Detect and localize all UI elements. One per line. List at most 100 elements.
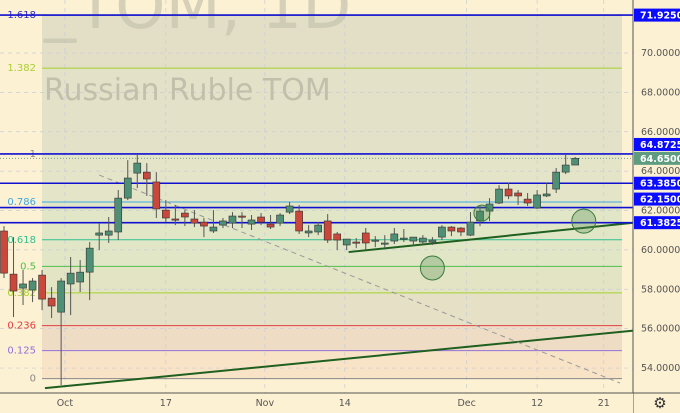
candle-up bbox=[428, 239, 437, 243]
candle-up bbox=[28, 280, 37, 291]
price-tick: 68.0000 bbox=[641, 87, 680, 98]
candle-down bbox=[361, 232, 370, 244]
candle-up bbox=[104, 230, 113, 236]
candle-up bbox=[419, 237, 427, 243]
candle-down bbox=[504, 188, 513, 197]
price-label: 63.3850 bbox=[640, 179, 680, 190]
fib-label: 0.236 bbox=[7, 321, 36, 332]
candle-up bbox=[571, 158, 580, 166]
price-tick: 56.0000 bbox=[641, 324, 680, 335]
circle-marker bbox=[571, 208, 597, 234]
candle-down bbox=[181, 212, 189, 218]
trend-line bbox=[348, 217, 680, 254]
time-tick: Dec bbox=[457, 398, 475, 409]
candle-up bbox=[314, 224, 322, 233]
candle-up bbox=[85, 247, 94, 273]
watermark-symbol: _TOM, 1D bbox=[43, 0, 351, 44]
candle-up bbox=[466, 221, 475, 236]
candle-down bbox=[323, 220, 332, 241]
horizontal-levels[interactable] bbox=[0, 14, 633, 224]
candle-up bbox=[438, 226, 446, 238]
candle-down bbox=[171, 218, 180, 221]
candle-down bbox=[0, 230, 8, 274]
candle-up bbox=[371, 239, 380, 242]
trend-line bbox=[44, 325, 680, 390]
candle-up bbox=[285, 205, 294, 213]
price-label-box bbox=[634, 176, 680, 190]
candle-up bbox=[209, 226, 218, 232]
candle-up bbox=[409, 236, 418, 242]
time-tick: Oct bbox=[57, 398, 74, 409]
price-label-box bbox=[634, 192, 680, 206]
time-tick: Nov bbox=[256, 398, 275, 409]
candle-down bbox=[9, 273, 18, 292]
fib-bands bbox=[42, 15, 622, 379]
candle-up bbox=[380, 242, 389, 245]
price-label: 62.1500 bbox=[640, 195, 680, 206]
time-tick: 14 bbox=[339, 398, 351, 409]
candle-down bbox=[162, 209, 170, 219]
fib-band bbox=[42, 292, 622, 326]
time-tick: 21 bbox=[598, 398, 610, 409]
candle-up bbox=[495, 188, 503, 204]
fib-label: 0.5 bbox=[20, 261, 36, 272]
candle-up bbox=[304, 230, 313, 234]
candle-down bbox=[47, 297, 56, 307]
candle-up bbox=[561, 164, 570, 173]
price-tick: 54.0000 bbox=[641, 363, 680, 374]
candle-up bbox=[400, 237, 408, 240]
candle-down bbox=[38, 274, 46, 300]
price-tick: 70.0000 bbox=[641, 48, 680, 59]
price-label: 71.9250 bbox=[640, 11, 680, 22]
time-axis[interactable] bbox=[0, 393, 633, 413]
price-tick: 58.0000 bbox=[641, 284, 680, 295]
fib-label: 0.618 bbox=[7, 235, 36, 246]
candle-up bbox=[76, 271, 84, 283]
candle-down bbox=[238, 215, 246, 218]
gear-icon[interactable]: ⚙ bbox=[653, 394, 667, 412]
candle-up bbox=[247, 219, 256, 225]
price-label-box bbox=[634, 8, 680, 22]
candle-down bbox=[457, 227, 465, 233]
candle-up bbox=[342, 238, 351, 246]
candle-up bbox=[123, 177, 132, 199]
price-labels: 71.9250 64.8725 63.3850 62.1500 61.3825 64.65… bbox=[634, 8, 680, 230]
fib-band bbox=[42, 153, 622, 203]
candle-up bbox=[66, 272, 75, 285]
last-price-label: 64.6500 bbox=[640, 154, 680, 165]
fib-label: 0.786 bbox=[7, 197, 36, 208]
candle-up bbox=[57, 280, 65, 313]
fib-label: 0.382 bbox=[7, 288, 36, 299]
candle-down bbox=[514, 192, 522, 197]
candle-down bbox=[295, 210, 303, 232]
fib-label: 1.382 bbox=[7, 63, 36, 74]
candle-up bbox=[390, 233, 399, 242]
grid bbox=[0, 0, 633, 393]
price-label: 61.3825 bbox=[640, 218, 680, 229]
fib-band bbox=[42, 325, 622, 351]
trend-lines[interactable] bbox=[44, 174, 680, 390]
candle-up bbox=[95, 232, 103, 236]
candle-up bbox=[228, 215, 237, 224]
candle-up bbox=[114, 197, 123, 233]
candle-down bbox=[333, 233, 342, 241]
price-ticks: 54.0000 56.0000 58.0000 60.0000 62.0000 64.00… bbox=[641, 48, 680, 374]
candle-up bbox=[542, 193, 551, 197]
price-label-box bbox=[634, 216, 680, 230]
candle-up bbox=[219, 220, 227, 226]
price-label-box bbox=[634, 137, 680, 151]
last-price-box bbox=[634, 151, 680, 165]
price-label: 64.8725 bbox=[640, 140, 680, 151]
price-tick: 60.0000 bbox=[641, 245, 680, 256]
fib-band bbox=[42, 266, 622, 293]
candles bbox=[0, 154, 580, 386]
price-axis[interactable] bbox=[633, 0, 680, 413]
candle-down bbox=[266, 223, 275, 228]
fib-band bbox=[42, 239, 622, 267]
circle-drawings[interactable] bbox=[419, 204, 597, 281]
fib-label: 0 bbox=[30, 374, 36, 385]
candle-down bbox=[143, 171, 151, 180]
fib-band bbox=[42, 350, 622, 379]
candle-down bbox=[200, 221, 208, 227]
